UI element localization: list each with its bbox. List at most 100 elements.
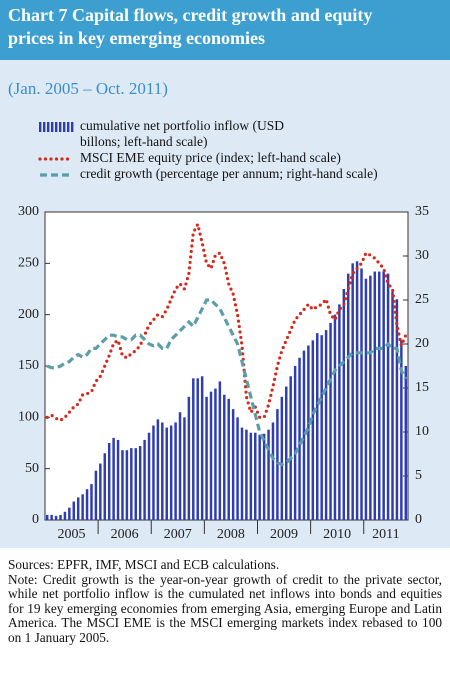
bar [152, 425, 155, 520]
bar [107, 443, 111, 520]
bar [280, 396, 284, 520]
bar [116, 439, 120, 520]
bar [130, 448, 133, 520]
legend-swatch [39, 122, 74, 132]
bar [223, 394, 226, 520]
bar [240, 427, 244, 520]
y2-tick-label: 25 [415, 292, 429, 307]
x-tick-label: 2005 [58, 527, 86, 542]
y2-tick-label: 10 [415, 424, 429, 439]
bar [45, 514, 49, 520]
bar [59, 514, 62, 520]
bar [121, 450, 124, 520]
bar [267, 429, 270, 520]
bar [143, 439, 146, 520]
bar [346, 273, 350, 520]
bar [214, 388, 217, 520]
bar [161, 422, 164, 520]
bar [209, 391, 213, 520]
bar [271, 422, 275, 520]
bar [245, 429, 248, 520]
bar [285, 386, 288, 520]
bar [81, 494, 84, 520]
bar [404, 366, 408, 520]
y-tick-label: 150 [18, 358, 39, 373]
bar [103, 453, 107, 520]
bar [174, 422, 177, 520]
bar [85, 489, 89, 520]
bar [227, 398, 230, 520]
bar [262, 433, 266, 520]
header-band [0, 0, 450, 60]
legend-swatch-bar [55, 122, 58, 132]
bar [276, 409, 279, 520]
legend-swatch [38, 157, 74, 161]
y2-tick-label: 0 [415, 512, 422, 527]
chart-subtitle: (Jan. 2005 – Oct. 2011) [8, 79, 168, 98]
y2-tick-label: 15 [415, 380, 429, 395]
y-tick-label: 250 [18, 256, 39, 271]
bar [258, 434, 261, 520]
x-tick-label: 2009 [270, 527, 298, 542]
bar [320, 335, 323, 520]
bar [90, 484, 93, 520]
legend-swatch-bar [39, 122, 42, 132]
bar [196, 378, 199, 520]
bar [391, 292, 394, 520]
chart-title: Chart 7 Capital flows, credit growth and… [8, 5, 373, 48]
legend-swatch-bar [51, 122, 54, 132]
legend-item: credit growth (percentage per annum; rig… [38, 166, 448, 182]
bar [94, 470, 98, 520]
bar [302, 350, 306, 520]
legend-label: MSCI EME equity price (index; left-hand … [80, 150, 341, 165]
bar [324, 330, 328, 520]
x-tick-label: 2010 [323, 527, 351, 542]
series-line [45, 219, 408, 423]
bar [50, 514, 53, 520]
bar [134, 448, 137, 520]
bar [316, 333, 319, 520]
bar [400, 340, 403, 520]
legend-swatch-bar [67, 122, 70, 132]
bar [364, 278, 368, 520]
bar [338, 304, 341, 520]
bar [231, 409, 235, 520]
bar [249, 432, 253, 520]
bar [138, 446, 142, 520]
bar [72, 501, 76, 520]
x-tick-label: 2007 [164, 527, 192, 542]
bar [293, 366, 297, 520]
bar [369, 275, 372, 520]
y-tick-label: 200 [18, 307, 39, 322]
legend-swatch-bar [63, 122, 66, 132]
legend-swatch-bar [47, 122, 50, 132]
bar [386, 273, 390, 520]
notes: Sources: EPFR, IMF, MSCI and ECB calcula… [8, 557, 442, 646]
bar [382, 271, 385, 520]
bar [395, 299, 399, 520]
legend: cumulative net portfolio inflow (USD bil… [38, 118, 448, 182]
bar [187, 396, 191, 520]
bar [112, 437, 115, 520]
y-tick-label: 100 [18, 410, 39, 425]
bar [373, 271, 377, 520]
bar [355, 261, 359, 520]
bar [99, 463, 102, 520]
note-line: Sources: EPFR, IMF, MSCI and ECB calcula… [8, 557, 280, 572]
legend-swatch-bar [71, 122, 74, 132]
bar [218, 381, 222, 520]
bar [307, 345, 310, 520]
bar [183, 417, 186, 520]
legend-swatch-bar [43, 122, 46, 132]
bar [169, 425, 173, 520]
series-line [46, 298, 408, 467]
bar [298, 357, 301, 520]
bar [54, 515, 58, 520]
bar [342, 289, 346, 520]
legend-label: credit growth (percentage per annum; rig… [80, 166, 378, 181]
bar [236, 417, 239, 520]
x-tick-label: 2006 [111, 527, 139, 542]
bar [68, 507, 71, 520]
bar [125, 450, 129, 520]
